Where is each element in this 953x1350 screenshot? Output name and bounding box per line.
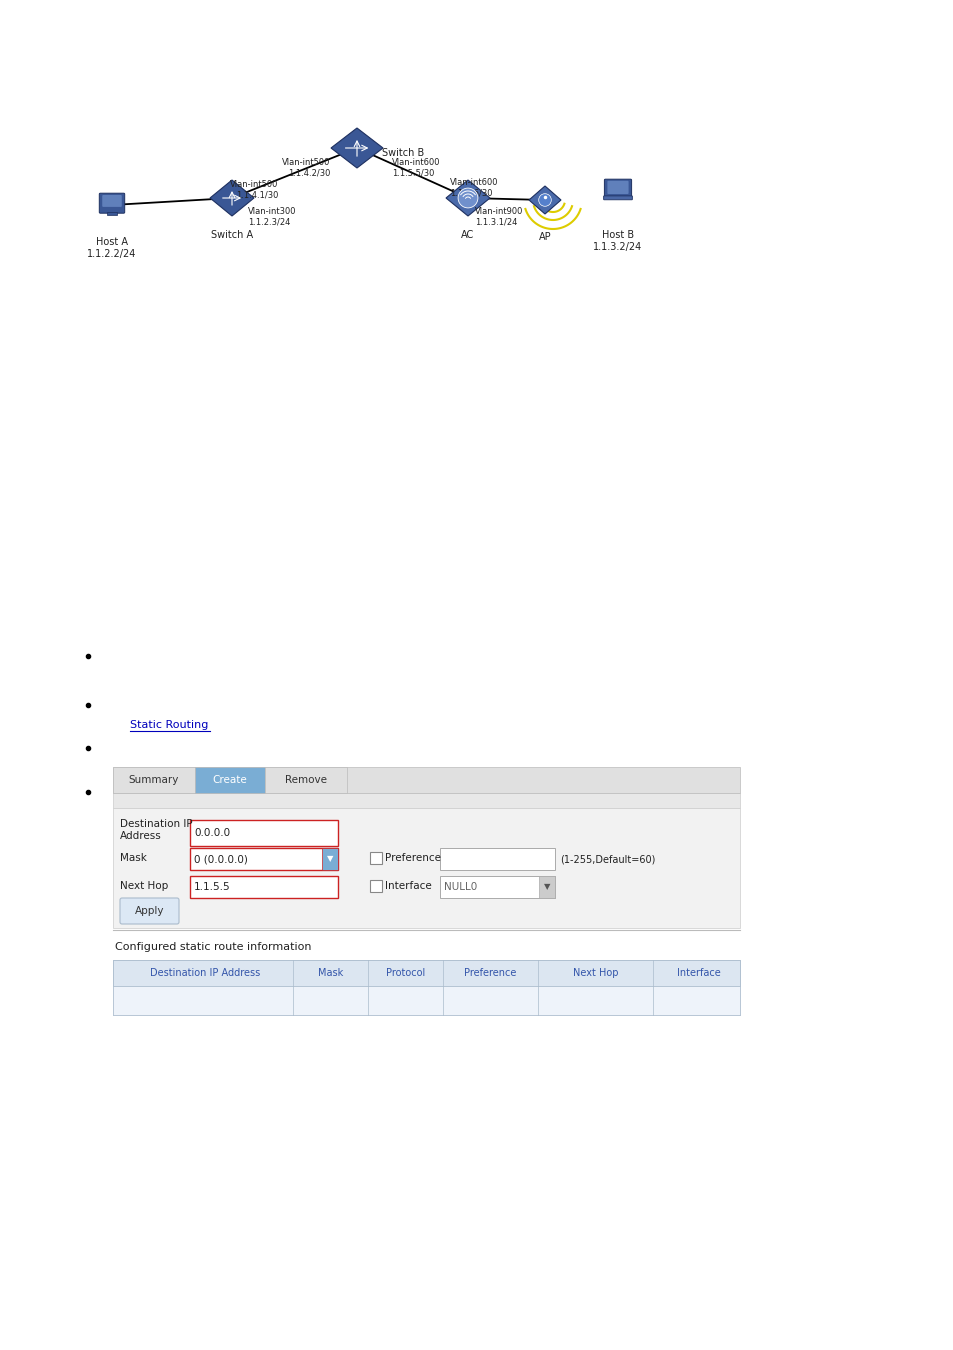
FancyBboxPatch shape — [194, 767, 265, 792]
Text: Switch B: Switch B — [381, 148, 424, 158]
FancyBboxPatch shape — [370, 852, 381, 864]
Polygon shape — [331, 128, 382, 167]
Text: Vlan-int600
1.1.5.6/30: Vlan-int600 1.1.5.6/30 — [450, 178, 498, 197]
FancyBboxPatch shape — [604, 180, 631, 197]
FancyBboxPatch shape — [190, 848, 337, 869]
Text: Vlan-int600
1.1.5.5/30: Vlan-int600 1.1.5.5/30 — [392, 158, 440, 177]
Polygon shape — [446, 180, 490, 216]
Text: (1-255,Default=60): (1-255,Default=60) — [559, 855, 655, 864]
Text: ▼: ▼ — [543, 883, 550, 891]
Text: Remove: Remove — [285, 775, 327, 784]
FancyBboxPatch shape — [112, 809, 740, 927]
Text: Configured static route information: Configured static route information — [115, 942, 312, 952]
FancyBboxPatch shape — [112, 767, 740, 792]
FancyBboxPatch shape — [112, 792, 740, 809]
FancyBboxPatch shape — [538, 876, 555, 898]
Text: Protocol: Protocol — [385, 968, 425, 977]
FancyBboxPatch shape — [99, 193, 125, 213]
Text: Preference: Preference — [385, 853, 440, 863]
Text: Destination IP
Address: Destination IP Address — [120, 819, 193, 841]
FancyBboxPatch shape — [112, 767, 194, 792]
Text: Destination IP Address: Destination IP Address — [151, 968, 260, 977]
Text: Host A
1.1.2.2/24: Host A 1.1.2.2/24 — [88, 238, 136, 259]
Text: Vlan-int500
1.1.4.1/30: Vlan-int500 1.1.4.1/30 — [230, 180, 277, 200]
FancyBboxPatch shape — [112, 960, 740, 985]
Circle shape — [457, 188, 477, 208]
Polygon shape — [529, 186, 560, 215]
Text: Switch A: Switch A — [211, 230, 253, 240]
FancyBboxPatch shape — [120, 898, 179, 923]
Text: AC: AC — [461, 230, 475, 240]
FancyBboxPatch shape — [190, 876, 337, 898]
Polygon shape — [210, 180, 253, 216]
Text: ▼: ▼ — [327, 855, 333, 864]
FancyBboxPatch shape — [112, 960, 740, 1015]
FancyBboxPatch shape — [107, 212, 116, 215]
FancyBboxPatch shape — [265, 767, 347, 792]
FancyBboxPatch shape — [439, 876, 555, 898]
FancyBboxPatch shape — [102, 194, 122, 207]
Text: Vlan-int900
1.1.3.1/24: Vlan-int900 1.1.3.1/24 — [475, 207, 523, 227]
Text: Interface: Interface — [385, 882, 432, 891]
Text: Interface: Interface — [677, 968, 720, 977]
FancyBboxPatch shape — [607, 181, 628, 194]
Text: Vlan-int500
1.1.4.2/30: Vlan-int500 1.1.4.2/30 — [281, 158, 330, 177]
FancyBboxPatch shape — [322, 848, 337, 869]
FancyBboxPatch shape — [370, 880, 381, 892]
Text: Preference: Preference — [464, 968, 517, 977]
Text: 0 (0.0.0.0): 0 (0.0.0.0) — [193, 855, 248, 864]
FancyBboxPatch shape — [603, 196, 632, 200]
Text: Next Hop: Next Hop — [572, 968, 618, 977]
Text: NULL0: NULL0 — [443, 882, 476, 892]
Text: Static Routing: Static Routing — [130, 720, 208, 730]
FancyBboxPatch shape — [190, 819, 337, 846]
Text: 1.1.5.5: 1.1.5.5 — [193, 882, 231, 892]
Text: 0.0.0.0: 0.0.0.0 — [193, 828, 230, 838]
Text: Summary: Summary — [129, 775, 179, 784]
Text: Apply: Apply — [134, 906, 164, 917]
FancyBboxPatch shape — [112, 986, 740, 1015]
Text: AP: AP — [538, 232, 551, 242]
Text: Create: Create — [213, 775, 247, 784]
Text: Next Hop: Next Hop — [120, 882, 168, 891]
Text: Host B
1.1.3.2/24: Host B 1.1.3.2/24 — [593, 230, 642, 251]
Text: Vlan-int300
1.1.2.3/24: Vlan-int300 1.1.2.3/24 — [248, 207, 296, 227]
Text: Mask: Mask — [120, 853, 147, 863]
Circle shape — [538, 193, 551, 207]
Text: Mask: Mask — [317, 968, 343, 977]
FancyBboxPatch shape — [439, 848, 555, 869]
